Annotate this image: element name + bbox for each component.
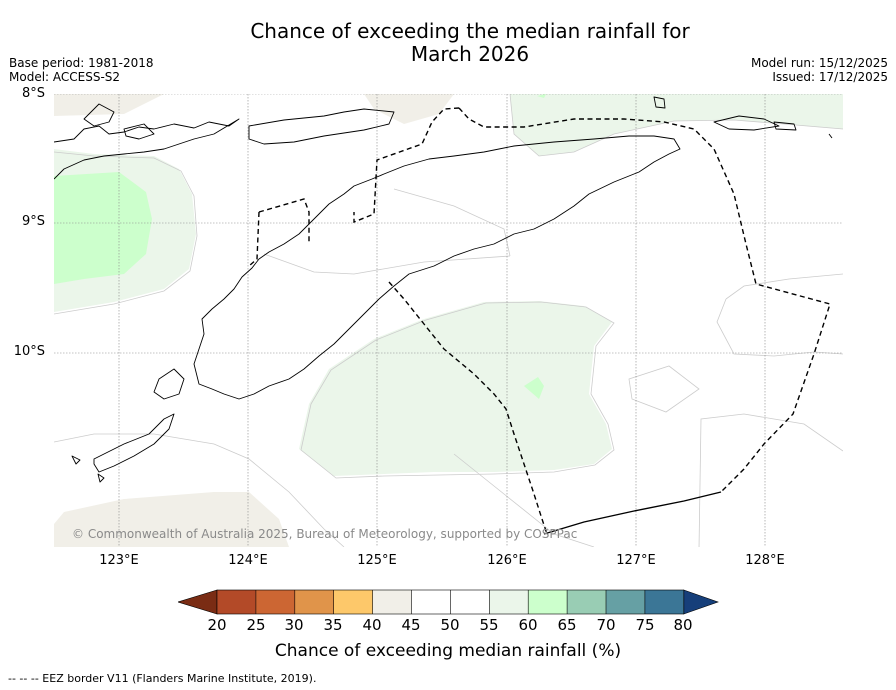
colorbar-low-arrow bbox=[178, 589, 218, 615]
coast-island-ne-1 bbox=[713, 115, 780, 131]
coastlines bbox=[54, 96, 833, 483]
map-title: Chance of exceeding the median rainfall … bbox=[0, 20, 896, 66]
contour-east-2 bbox=[716, 298, 843, 357]
coast-island-sawu-2 bbox=[97, 473, 105, 483]
colorbar-segment-70-75 bbox=[606, 590, 645, 614]
eez-timor-north bbox=[353, 107, 460, 224]
coast-island-sawu-1 bbox=[71, 455, 81, 465]
coast-island-1 bbox=[83, 103, 115, 127]
lon-label-128e: 128°E bbox=[745, 553, 785, 568]
contour-small-loop bbox=[628, 365, 700, 413]
coast-timor bbox=[193, 135, 681, 400]
colorbar-tick-50: 50 bbox=[440, 616, 460, 634]
model-run-label: Model run: 15/12/2025 bbox=[750, 56, 888, 70]
meta-right: Model run: 15/12/2025 Issued: 17/12/2025 bbox=[751, 56, 888, 84]
lat-label-10s: 10°S bbox=[13, 344, 45, 359]
coast-island-ne-3 bbox=[653, 96, 666, 109]
coast-sawu-east bbox=[93, 413, 175, 473]
eez-oecusse-west bbox=[248, 211, 260, 267]
above-median-zones bbox=[54, 94, 843, 476]
colorbar-segment-20-25 bbox=[217, 590, 256, 614]
title-line-2: March 2026 bbox=[410, 42, 530, 66]
coast-island-roti bbox=[153, 368, 185, 400]
lon-label-126e: 126°E bbox=[487, 553, 527, 568]
bright-green-zone-ne bbox=[537, 94, 546, 98]
colorbar-segment-25-30 bbox=[255, 590, 295, 614]
eez-solid-segment bbox=[543, 491, 722, 535]
contour-ne bbox=[509, 94, 843, 157]
base-period-label: Base period: 1981-2018 bbox=[9, 56, 154, 70]
eez-oecusse bbox=[258, 198, 310, 244]
colorbar-high-arrow bbox=[683, 589, 719, 615]
eez-borders bbox=[248, 107, 831, 535]
colorbar-segment-65-70 bbox=[567, 590, 606, 614]
lon-label-124e: 124°E bbox=[228, 553, 268, 568]
coast-island-2 bbox=[123, 123, 155, 140]
colorbar-tick-30: 30 bbox=[284, 616, 304, 634]
colorbar-segment-40-45 bbox=[372, 590, 412, 614]
green-zone-south bbox=[299, 301, 612, 476]
bright-green-spot-south bbox=[524, 377, 544, 399]
colorbar-tick-20: 20 bbox=[207, 616, 227, 634]
title-line-1: Chance of exceeding the median rainfall … bbox=[250, 19, 690, 43]
beige-zone-nw bbox=[54, 94, 164, 116]
colorbar-segment-45-50 bbox=[411, 590, 451, 614]
beige-zone-north bbox=[364, 94, 454, 124]
lat-label-9s: 9°S bbox=[21, 214, 45, 229]
colorbar-tick-25: 25 bbox=[246, 616, 266, 634]
contour-south bbox=[300, 301, 615, 479]
contour-south-2 bbox=[453, 453, 595, 547]
eez-east bbox=[458, 107, 831, 493]
colorbar-tick-80: 80 bbox=[673, 616, 693, 634]
green-zone-ne bbox=[510, 94, 843, 156]
contour-east-1 bbox=[725, 273, 843, 300]
coast-alor-wetar bbox=[248, 108, 395, 145]
colorbar-segment-75-80 bbox=[644, 590, 684, 614]
lon-label-123e: 123°E bbox=[99, 553, 139, 568]
coast-island-ne-4 bbox=[828, 133, 833, 139]
beige-zone-sw bbox=[54, 492, 289, 547]
colorbar-segment-50-55 bbox=[450, 590, 490, 614]
below-median-zones bbox=[54, 94, 454, 547]
contour-sw bbox=[54, 433, 345, 547]
colorbar-title: Chance of exceeding median rainfall (%) bbox=[274, 641, 622, 661]
contour-land-1 bbox=[263, 253, 511, 275]
colorbar-tick-75: 75 bbox=[635, 616, 655, 634]
colorbar-tick-40: 40 bbox=[362, 616, 382, 634]
eez-legend-note: -- -- -- EEZ border V11 (Flanders Marine… bbox=[8, 672, 317, 685]
eez-south bbox=[388, 281, 548, 535]
colorbar-tick-35: 35 bbox=[323, 616, 343, 634]
colorbar-tick-60: 60 bbox=[518, 616, 538, 634]
colorbar-tick-45: 45 bbox=[401, 616, 421, 634]
lat-label-8s: 8°S bbox=[21, 86, 45, 101]
colorbar-segment-60-65 bbox=[528, 590, 568, 614]
colorbar-tick-65: 65 bbox=[557, 616, 577, 634]
colorbar-segment-55-60 bbox=[489, 590, 529, 614]
probability-contours bbox=[54, 94, 843, 547]
bright-green-zone-west bbox=[54, 172, 152, 284]
rainfall-map bbox=[54, 94, 843, 547]
contour-se bbox=[698, 413, 843, 547]
model-label: Model: ACCESS-S2 bbox=[9, 70, 121, 84]
lon-label-127e: 127°E bbox=[616, 553, 656, 568]
high-green-zones bbox=[54, 94, 546, 399]
coast-flores-east bbox=[54, 118, 240, 180]
colorbar-segment-35-40 bbox=[333, 590, 373, 614]
contour-west bbox=[54, 151, 198, 315]
colorbar-segment-30-35 bbox=[294, 590, 334, 614]
lon-label-125e: 125°E bbox=[357, 553, 397, 568]
copyright-notice: © Commonwealth of Australia 2025, Bureau… bbox=[72, 527, 578, 541]
colorbar bbox=[178, 589, 719, 615]
colorbar-dividers bbox=[216, 589, 685, 615]
issued-label: Issued: 17/12/2025 bbox=[772, 70, 888, 84]
colorbar-tick-70: 70 bbox=[596, 616, 616, 634]
meta-left: Base period: 1981-2018 Model: ACCESS-S2 bbox=[9, 56, 154, 84]
colorbar-tick-55: 55 bbox=[479, 616, 499, 634]
coast-island-ne-2 bbox=[773, 121, 797, 131]
